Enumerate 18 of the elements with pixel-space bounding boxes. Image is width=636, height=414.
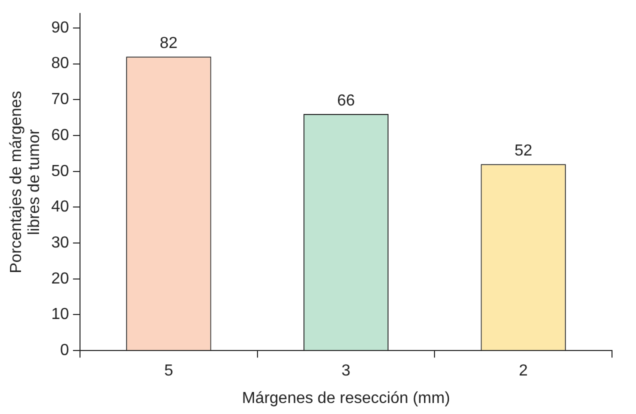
- x-tick-label: 5: [164, 362, 174, 380]
- y-tick-label: 40: [51, 198, 70, 216]
- data-label: 82: [160, 35, 178, 52]
- x-tick-label: 2: [518, 362, 528, 380]
- y-tick-label: 0: [60, 342, 70, 360]
- y-axis-title: Porcentajes de márgenes libres de tumor: [8, 90, 43, 274]
- y-tick-label: 80: [51, 55, 70, 72]
- y-tick-label: 60: [51, 126, 70, 144]
- x-axis-title: Márgenes de resección (mm): [242, 390, 450, 407]
- y-tick-label: 30: [51, 234, 70, 252]
- y-tick-label: 70: [51, 91, 70, 108]
- x-tick-label: 3: [342, 362, 351, 380]
- data-label: 66: [337, 92, 355, 110]
- y-tick-label: 10: [51, 306, 70, 324]
- y-tick-label: 20: [51, 270, 70, 288]
- y-tick-label: 90: [51, 19, 70, 36]
- data-label: 52: [514, 142, 532, 160]
- y-tick-label: 50: [51, 162, 70, 180]
